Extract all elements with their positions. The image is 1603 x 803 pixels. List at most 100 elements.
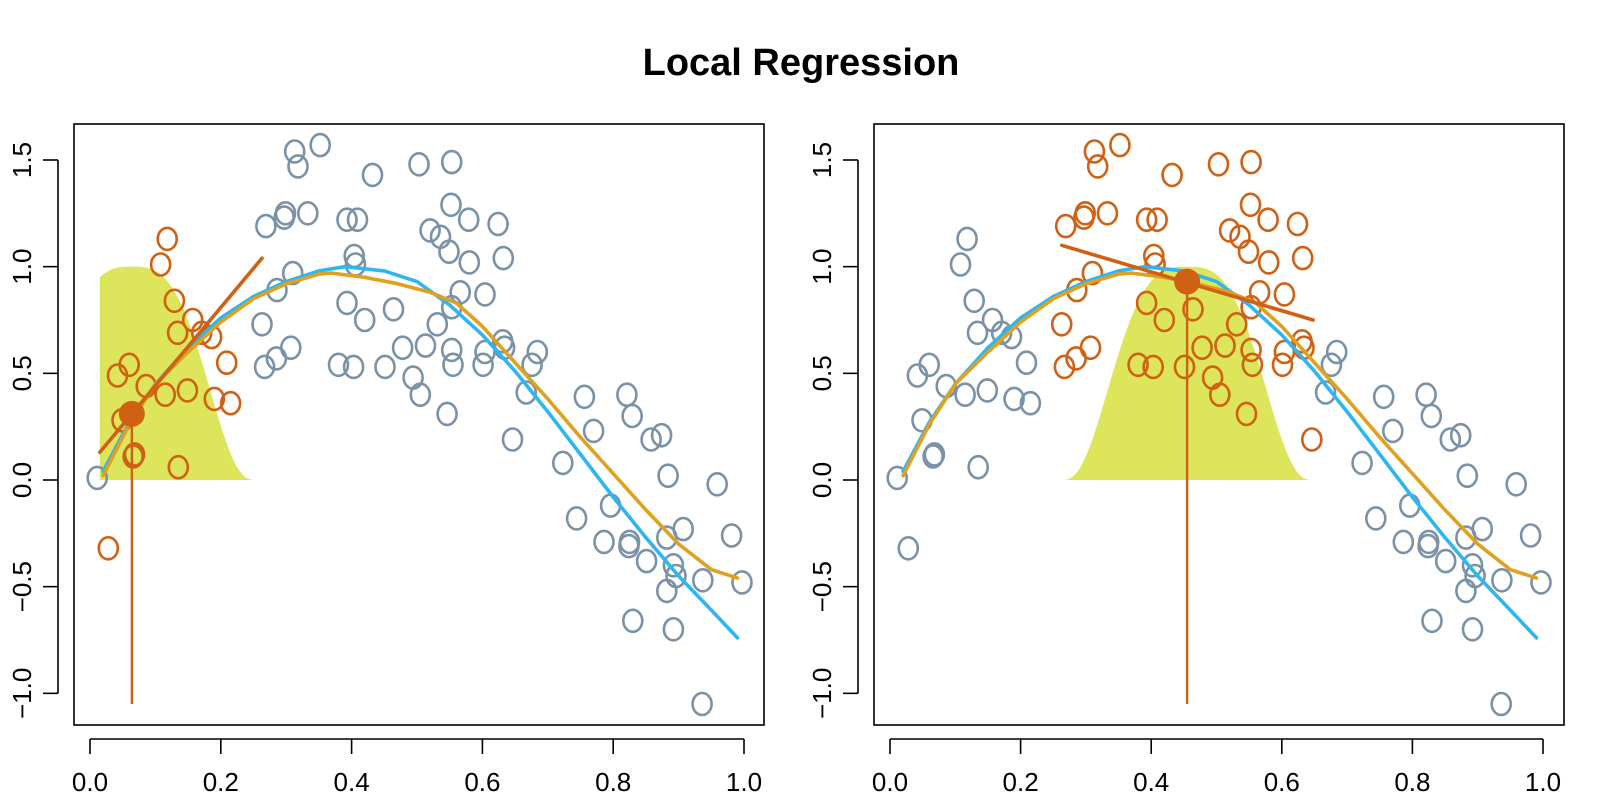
data-point (1399, 493, 1421, 518)
loess-fit-line (901, 271, 1539, 580)
panel-left: 0.0 0.2 0.4 0.6 0.8 1.0 −1.0 −0.5 0.0 0.5 1.0 1.5 (7, 123, 765, 797)
data-point-in-window (219, 390, 242, 416)
target-point (1174, 268, 1201, 295)
data-point-in-window (215, 350, 238, 376)
data-point-in-window (1191, 335, 1213, 361)
kernel-weight-area (99, 266, 257, 480)
data-point-in-window (156, 226, 178, 252)
data-point-in-window (1257, 250, 1280, 275)
data-point (419, 218, 441, 243)
data-point (1325, 339, 1348, 365)
data-point (1491, 567, 1513, 593)
data-point-in-window (163, 288, 186, 314)
data-point (440, 149, 463, 175)
data-point (662, 616, 685, 642)
data-point-in-window (154, 382, 176, 408)
data-point (1382, 418, 1404, 444)
data-point (409, 382, 432, 408)
y-tick-label: 1.0 (807, 249, 837, 285)
data-point (582, 418, 605, 444)
true-function-line (101, 264, 740, 640)
data-point-in-window (1053, 354, 1076, 380)
data-point (1015, 350, 1038, 376)
data-point (672, 516, 695, 542)
data-point (593, 529, 615, 555)
data-point (1439, 427, 1462, 452)
x-tick-label: 0.8 (1394, 767, 1430, 797)
data-point (1372, 384, 1395, 410)
data-point-in-window (118, 352, 140, 378)
data-point-in-window (1241, 352, 1264, 378)
data-point (657, 463, 679, 489)
data-point (255, 213, 277, 239)
data-point (966, 320, 989, 346)
x-tick-label: 0.4 (334, 767, 370, 797)
plot-area (86, 132, 753, 717)
data-point (1505, 471, 1527, 497)
data-point-in-window (1153, 307, 1176, 333)
data-point-in-window (1142, 354, 1164, 380)
data-point-in-window (1079, 335, 1102, 361)
data-point (361, 162, 384, 188)
data-point-in-window (1146, 207, 1168, 232)
data-point (440, 337, 463, 363)
data-point (458, 250, 481, 275)
data-point (1351, 450, 1373, 476)
data-point (691, 567, 714, 593)
data-point (1417, 529, 1440, 555)
data-point (342, 354, 365, 380)
data-point-in-window (1081, 260, 1104, 286)
data-point (599, 493, 622, 518)
data-point (449, 279, 472, 305)
y-tick-label: −0.5 (7, 561, 37, 612)
chart-title: Local Regression (643, 42, 960, 84)
data-point-in-window (1074, 201, 1096, 226)
data-point (408, 152, 430, 177)
data-point (515, 380, 538, 405)
data-point (691, 691, 713, 717)
data-point (346, 207, 369, 232)
data-point (440, 192, 462, 218)
data-point (1449, 422, 1472, 448)
data-point (457, 207, 480, 232)
data-point-in-window (1173, 354, 1196, 380)
data-point (382, 296, 405, 322)
data-point (336, 207, 358, 232)
data-point (886, 465, 909, 491)
data-point (1320, 352, 1343, 378)
data-point-in-window (1239, 192, 1262, 218)
data-point-in-window (1209, 382, 1231, 408)
data-point (635, 548, 658, 574)
data-point (573, 384, 596, 410)
plot-box (873, 123, 1565, 726)
data-point (618, 529, 641, 555)
data-point-in-window (1240, 149, 1262, 175)
y-tick-label: 1.5 (7, 142, 37, 178)
data-point-in-window (122, 444, 144, 469)
data-point-in-window (1291, 245, 1314, 271)
data-point-in-window (1286, 211, 1309, 237)
data-point (1434, 548, 1457, 574)
data-point (438, 239, 460, 264)
data-point (1415, 382, 1437, 408)
data-point (426, 311, 449, 337)
data-point (1420, 403, 1443, 429)
data-point (1471, 516, 1494, 542)
data-point-in-window (1225, 311, 1248, 337)
true-function-line (901, 264, 1539, 640)
data-point-in-window (97, 535, 120, 561)
data-point-in-window (149, 252, 172, 277)
data-point (565, 506, 588, 531)
data-point-in-window (1083, 139, 1106, 164)
data-point (526, 339, 549, 365)
data-point-in-window (1109, 132, 1131, 158)
data-point (1019, 390, 1042, 416)
data-point (731, 570, 753, 595)
x-tick-label: 0.0 (872, 767, 908, 797)
data-point-in-window (1218, 218, 1241, 243)
plot-area (886, 132, 1552, 717)
y-tick-label: −1.0 (7, 668, 37, 719)
data-point (279, 335, 302, 361)
data-point (283, 139, 306, 164)
